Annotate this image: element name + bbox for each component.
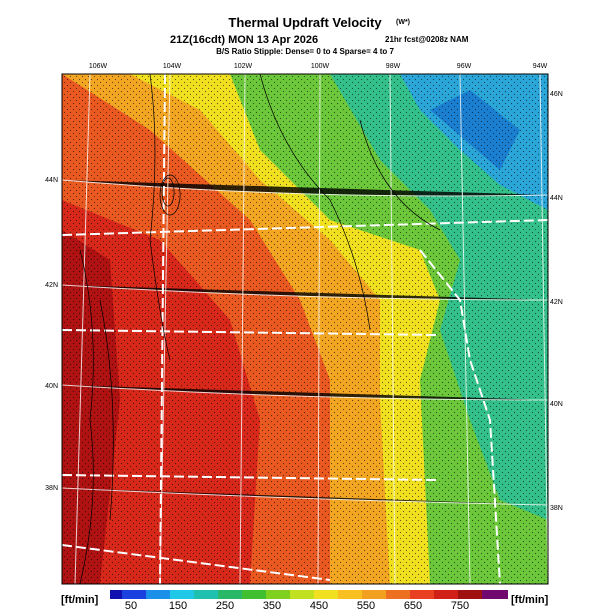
longitude-label: 94W bbox=[533, 63, 548, 70]
longitude-label: 96W bbox=[457, 63, 472, 70]
colorbar-tick-label: 350 bbox=[263, 600, 281, 611]
colorbar-swatch bbox=[122, 590, 146, 599]
latitude-labels-right: 46N 44N 42N 40N 38N bbox=[550, 91, 563, 512]
map-frame bbox=[61, 73, 549, 585]
title-unit: (W*) bbox=[396, 19, 410, 26]
latitude-label: 42N bbox=[550, 299, 563, 306]
longitude-label: 100W bbox=[311, 63, 330, 70]
map bbox=[62, 74, 548, 584]
colorbar-swatch bbox=[482, 590, 508, 599]
latitude-labels-left: 44N 42N 40N 38N bbox=[45, 177, 58, 492]
colorbar-swatch bbox=[266, 590, 290, 599]
forecast: 21hr fcst@0208z NAM bbox=[385, 35, 469, 44]
colorbar-swatch bbox=[338, 590, 362, 599]
longitude-label: 106W bbox=[89, 63, 108, 70]
colorbar-unit: [ft/min] bbox=[61, 594, 99, 606]
colorbar-tick-label: 150 bbox=[169, 600, 187, 611]
colorbar-ticks: 50 150 250 350 450 550 650 750 bbox=[125, 600, 469, 611]
stipple bbox=[62, 74, 548, 584]
colorbar-swatch bbox=[434, 590, 458, 599]
latitude-label: 40N bbox=[550, 401, 563, 408]
latitude-label: 44N bbox=[45, 177, 58, 184]
colorbar-tick-label: 450 bbox=[310, 600, 328, 611]
colorbar bbox=[110, 590, 508, 599]
colorbar-tick-label: 550 bbox=[357, 600, 375, 611]
colorbar-tick-label: 750 bbox=[451, 600, 469, 611]
colorbar-swatch bbox=[362, 590, 386, 599]
latitude-label: 46N bbox=[550, 91, 563, 98]
colorbar-swatch bbox=[110, 590, 122, 599]
latitude-label: 38N bbox=[45, 485, 58, 492]
longitude-label: 98W bbox=[386, 63, 401, 70]
contour bbox=[79, 74, 441, 584]
colorbar-tick-label: 50 bbox=[125, 600, 137, 611]
longitude-label: 104W bbox=[163, 63, 182, 70]
colorbar-tick-label: 650 bbox=[404, 600, 422, 611]
latitude-label: 40N bbox=[45, 383, 58, 390]
colorbar-swatch bbox=[314, 590, 338, 599]
latitude-label: 44N bbox=[550, 195, 563, 202]
colorbar-swatch bbox=[146, 590, 170, 599]
graticule bbox=[62, 74, 548, 584]
longitude-labels: 106W 104W 102W 100W 98W 96W 94W bbox=[89, 63, 548, 70]
colorbar-swatch bbox=[170, 590, 194, 599]
latitude-label: 42N bbox=[45, 282, 58, 289]
colorbar-swatch bbox=[290, 590, 314, 599]
state-border bbox=[62, 74, 548, 584]
colorbar-swatch bbox=[242, 590, 266, 599]
subtitle: 21Z(16cdt) MON 13 Apr 2026 bbox=[170, 34, 318, 46]
title: Thermal Updraft Velocity bbox=[228, 15, 382, 30]
colorbar-swatch bbox=[410, 590, 434, 599]
colorbar-unit: [ft/min] bbox=[511, 594, 549, 606]
colorbar-swatch bbox=[218, 590, 242, 599]
colorbar-tick-label: 250 bbox=[216, 600, 234, 611]
stipple-note: B/S Ratio Stipple: Dense= 0 to 4 Sparse=… bbox=[216, 47, 394, 56]
colorbar-swatch bbox=[386, 590, 410, 599]
longitude-label: 102W bbox=[234, 63, 253, 70]
latitude-label: 38N bbox=[550, 505, 563, 512]
colorbar-swatch bbox=[194, 590, 218, 599]
colorbar-swatch bbox=[458, 590, 482, 599]
